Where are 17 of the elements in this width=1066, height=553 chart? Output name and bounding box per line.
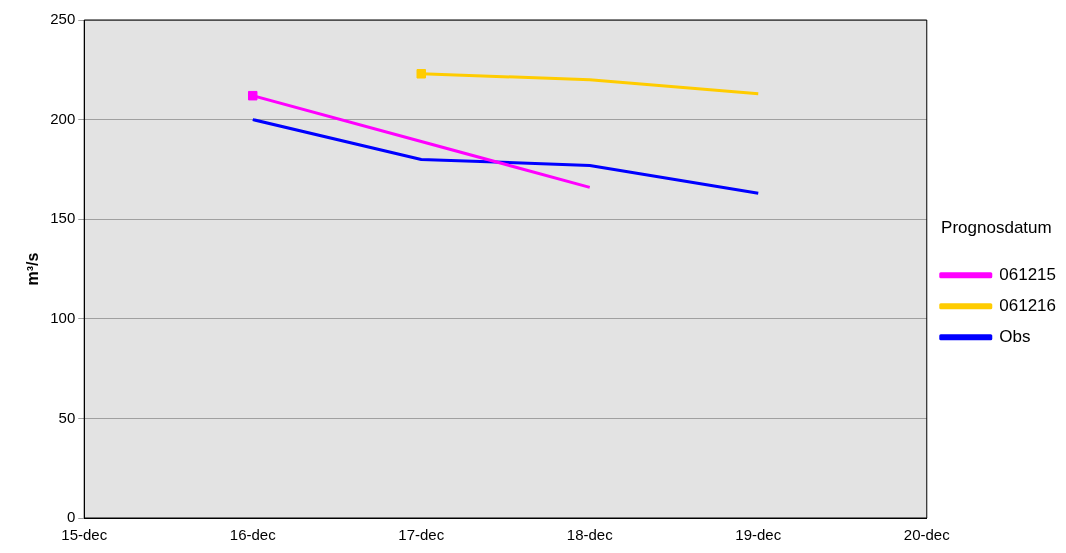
x-tick-label: 20-dec — [903, 526, 951, 544]
legend-title: Prognosdatum — [941, 218, 1052, 238]
x-tick-label: 16-dec — [229, 526, 277, 544]
x-tick-label: 17-dec — [398, 526, 445, 544]
x-tick-label: 19-dec — [735, 526, 782, 544]
x-tick-label: 18-dec — [566, 526, 614, 544]
legend-label: 061216 — [999, 295, 1057, 315]
legend-label: 061215 — [999, 264, 1057, 284]
y-tick-label: 50 — [58, 408, 76, 426]
y-axis-title: m³/s — [24, 252, 42, 286]
x-tick-label: 15-dec — [61, 526, 108, 544]
y-tick-label: 200 — [50, 109, 76, 127]
y-tick-label: 150 — [50, 209, 76, 227]
y-tick-label: 100 — [50, 308, 76, 326]
legend-label: Obs — [999, 326, 1031, 346]
y-tick-label: 250 — [50, 10, 76, 28]
y-tick-label: 0 — [66, 508, 76, 526]
